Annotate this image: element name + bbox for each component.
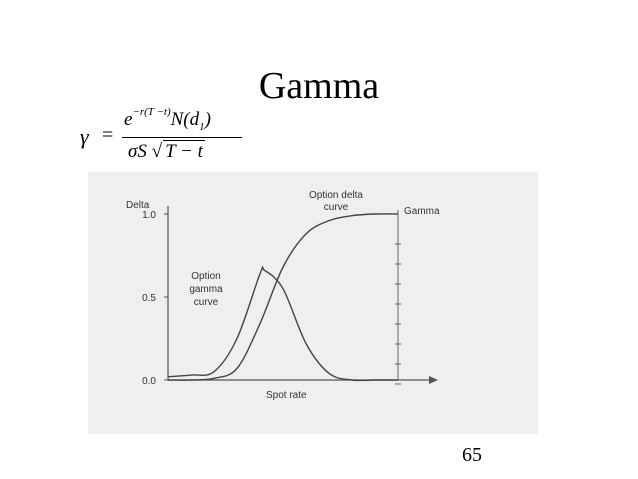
y-tick-label: 0.0 — [142, 376, 156, 387]
formula-sigma-s: σS — [128, 141, 147, 162]
gamma-curve-line — [167, 266, 398, 382]
y-ticks: 0.0 0.5 1.0 — [142, 210, 168, 387]
gamma-formula: γ = e−r(T −t)N(d1) σS √ T − t — [72, 100, 252, 170]
chart-panel: 0.0 0.5 1.0 Delta Spot rate Option delta c… — [88, 172, 538, 434]
delta-curve-line — [167, 213, 399, 381]
gamma-chart: 0.0 0.5 1.0 Delta Spot rate Option delta c… — [126, 190, 440, 401]
annotation-gamma-curve-line1: Option — [191, 271, 220, 282]
formula-denominator: σS √ T − t — [128, 140, 205, 163]
x-axis-arrow — [429, 376, 438, 384]
y-tick-label: 1.0 — [142, 210, 156, 221]
fraction-bar — [122, 137, 242, 138]
formula-e: e — [124, 109, 133, 130]
formula-numerator: e−r(T −t)N(d1) — [124, 106, 211, 133]
gamma-scale-ticks — [395, 243, 401, 385]
annotation-gamma-curve-line3: curve — [194, 297, 219, 308]
formula-lhs: γ — [80, 124, 89, 149]
formula-exponent: −r(T −t) — [132, 106, 171, 118]
annotation-delta-curve-line2: curve — [324, 202, 349, 213]
annotation-gamma-curve-line2: gamma — [189, 284, 223, 295]
formula-radicand: T − t — [163, 140, 205, 162]
y-axis-label: Delta — [126, 200, 150, 211]
series-layer — [167, 213, 399, 382]
page-number: 65 — [462, 444, 482, 466]
x-axis-label: Spot rate — [266, 390, 307, 401]
formula-sqrt-symbol: √ — [151, 141, 163, 162]
annotation-gamma-scale: Gamma — [404, 206, 440, 217]
y-tick-label: 0.5 — [142, 293, 156, 304]
formula-subscript: 1 — [199, 120, 205, 133]
formula-equals: = — [102, 124, 114, 146]
slide-title: Gamma — [258, 65, 380, 107]
annotation-delta-curve-line1: Option delta — [309, 190, 363, 201]
formula-close-paren: ) — [204, 109, 211, 130]
formula-n-term: N(d — [170, 109, 200, 130]
